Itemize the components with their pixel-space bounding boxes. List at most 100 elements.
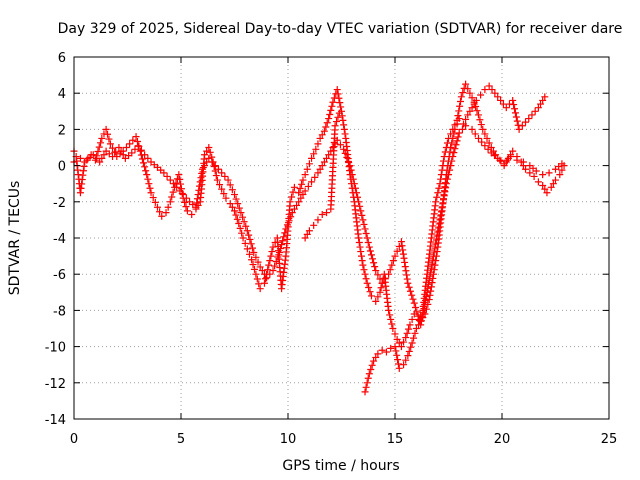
data-point	[515, 125, 523, 133]
data-point-fill	[254, 258, 262, 266]
data-point	[109, 153, 117, 161]
y-tick-label: -8	[53, 304, 66, 319]
data-point	[76, 154, 84, 162]
data-point-fill	[350, 180, 358, 188]
y-tick-label: -12	[45, 377, 66, 392]
data-point-fill	[135, 142, 143, 150]
data-point	[534, 104, 542, 112]
data-point-fill	[367, 251, 375, 259]
data-point-fill	[518, 122, 526, 130]
data-point	[173, 183, 181, 191]
data-point	[370, 357, 378, 365]
data-point	[226, 200, 234, 208]
data-point-fill	[283, 221, 291, 229]
data-point	[385, 306, 393, 314]
data-point-fill	[450, 130, 458, 138]
data-point-fill	[400, 338, 408, 346]
data-point-fill	[247, 240, 255, 248]
data-point	[408, 339, 416, 347]
data-point	[290, 183, 298, 191]
data-point	[541, 93, 549, 101]
data-point-fill	[339, 116, 347, 124]
data-point-fill	[395, 339, 403, 347]
data-point-fill	[388, 320, 396, 328]
data-point-fill	[448, 139, 456, 147]
data-point	[432, 198, 440, 206]
data-point-fill	[371, 263, 379, 271]
data-point	[389, 325, 397, 332]
y-tick-label: 6	[58, 51, 66, 66]
data-point-fill	[357, 207, 365, 215]
data-point	[530, 172, 538, 180]
data-point-fill	[293, 201, 301, 209]
data-point-fill	[430, 266, 438, 274]
data-point-fill	[271, 262, 279, 270]
data-point-fill	[182, 203, 190, 211]
data-point	[393, 335, 401, 343]
data-point	[382, 348, 390, 356]
data-point-fill	[356, 202, 364, 210]
data-point-fill	[362, 275, 370, 283]
data-point-fill	[364, 239, 372, 247]
data-point-fill	[138, 155, 146, 163]
data-point-fill	[393, 351, 401, 359]
data-point-fill	[412, 304, 420, 312]
data-point-fill	[408, 291, 416, 299]
x-tick-label: 20	[494, 432, 511, 447]
data-point	[464, 111, 472, 119]
data-point-fill	[253, 275, 261, 283]
data-point	[331, 122, 339, 130]
data-point-fill	[206, 148, 214, 156]
data-point	[231, 191, 238, 199]
data-point-fill	[289, 188, 297, 196]
data-point	[269, 267, 277, 275]
data-point	[205, 144, 213, 151]
x-tick-label: 25	[601, 432, 618, 447]
data-point-fill	[164, 203, 172, 211]
data-point	[248, 256, 256, 264]
data-point-fill	[393, 247, 401, 255]
data-point	[305, 227, 313, 235]
data-point-fill	[341, 149, 349, 157]
data-point-fill	[511, 105, 519, 113]
data-point	[235, 220, 243, 228]
data-point	[479, 125, 487, 133]
data-point	[218, 185, 226, 193]
y-tick-label: 0	[58, 160, 66, 175]
data-point-fill	[356, 243, 364, 251]
data-point	[243, 245, 251, 253]
data-point	[477, 91, 485, 99]
data-point-fill	[363, 234, 371, 242]
data-point	[385, 270, 393, 278]
data-point-fill	[327, 106, 335, 114]
data-point	[457, 93, 465, 101]
data-point-fill	[323, 154, 331, 162]
data-point	[179, 191, 187, 199]
data-point-fill	[466, 107, 474, 115]
data-point-fill	[94, 147, 102, 155]
data-point	[474, 134, 482, 142]
data-point-fill	[322, 123, 330, 131]
data-point	[372, 267, 380, 275]
y-tick-label: 2	[58, 123, 66, 138]
data-point-fill	[238, 229, 246, 237]
data-point-fill	[181, 198, 189, 206]
data-point	[397, 343, 405, 351]
data-point	[183, 207, 191, 215]
data-point	[442, 171, 450, 179]
data-point	[558, 160, 566, 168]
data-point	[260, 279, 268, 287]
data-point-fill	[137, 146, 145, 154]
data-point-fill	[421, 296, 429, 304]
data-point-fill	[444, 162, 452, 170]
data-point-fill	[369, 255, 377, 263]
data-point	[417, 317, 425, 325]
chart-title: Day 329 of 2025, Sidereal Day-to-day VTE…	[58, 21, 623, 37]
data-point	[466, 89, 474, 97]
data-point-fill	[432, 252, 440, 260]
data-point-fill	[424, 300, 432, 308]
data-point-fill	[212, 172, 220, 180]
data-point	[96, 158, 104, 166]
data-point-fill	[78, 176, 86, 184]
data-point-fill	[264, 266, 272, 274]
